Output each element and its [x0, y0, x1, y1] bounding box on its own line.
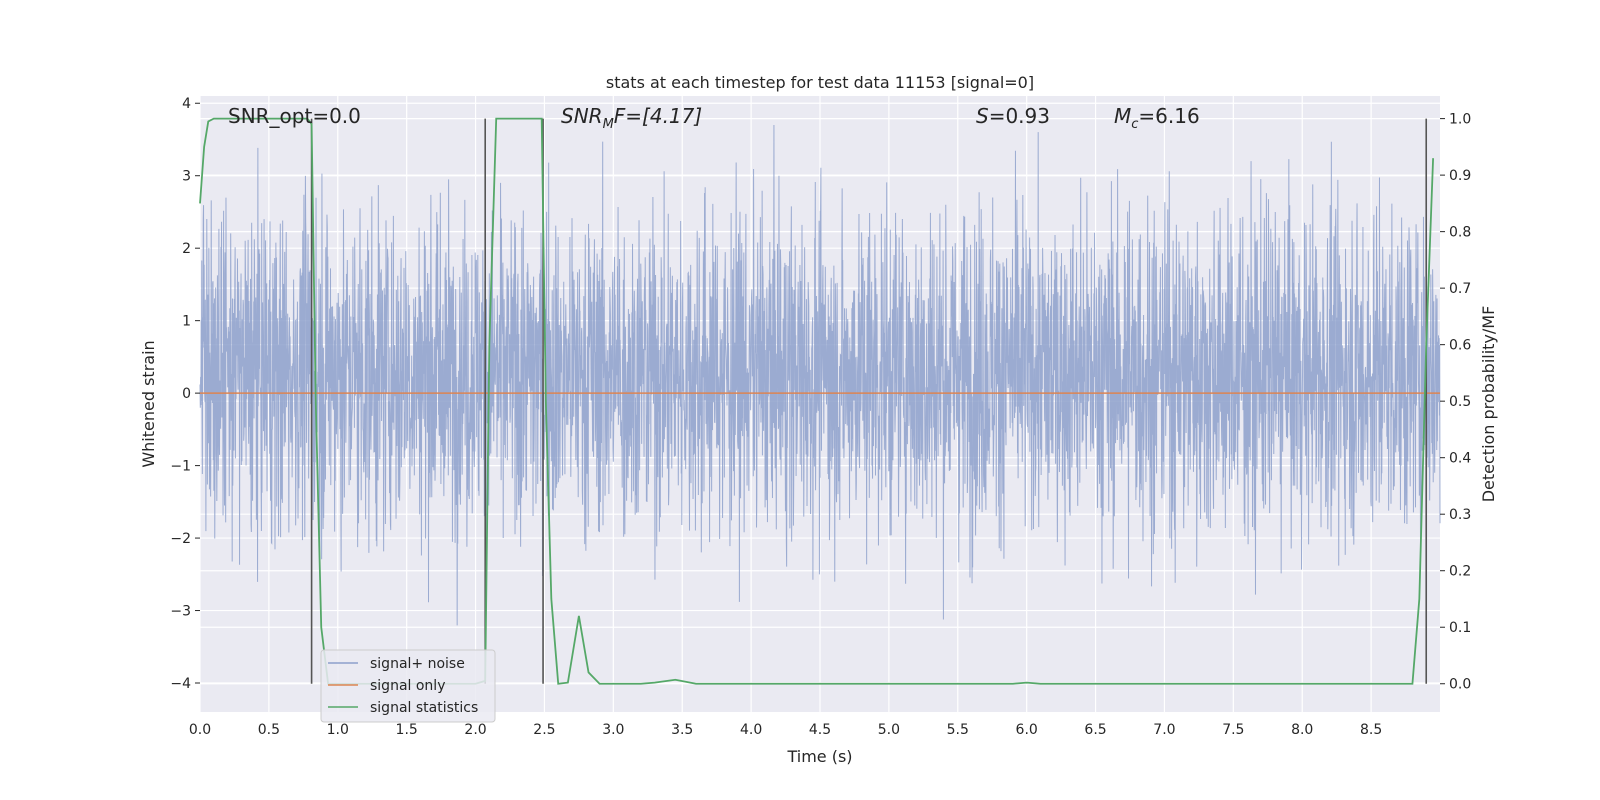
- x-tick-label: 5.5: [947, 722, 969, 738]
- y2-tick-label: 0.5: [1449, 394, 1471, 410]
- annotation-snr-mf-tail: F=[4.17]: [614, 104, 702, 128]
- x-tick-label: 0.0: [189, 722, 211, 738]
- x-tick-label: 1.5: [396, 722, 418, 738]
- y-tick-label: 2: [182, 241, 191, 257]
- x-tick-label: 2.0: [464, 722, 486, 738]
- y-tick-label: −4: [170, 676, 191, 692]
- annotation-snr-mf-name: SNR: [561, 104, 603, 128]
- y2-tick-label: 0.9: [1449, 168, 1471, 184]
- x-axis-ticks: 0.0 0.5 1.0 1.5 2.0 2.5 3.0 3.5 4.0 4.5 5.0 5.5 6.0 6…: [189, 722, 1382, 738]
- legend-label-signal-noise: signal+ noise: [370, 656, 465, 672]
- x-tick-label: 4.0: [740, 722, 762, 738]
- y2-tick-label: 0.3: [1449, 507, 1471, 523]
- y2-tick-label: 1.0: [1449, 112, 1471, 128]
- y2-tick-label: 0.6: [1449, 338, 1471, 354]
- y-axis-ticks: −4 −3 −2 −1 0 1 2 3 4: [170, 96, 200, 692]
- signal-noise-series: [199, 124, 1441, 626]
- x-tick-label: 6.0: [1016, 722, 1038, 738]
- x-tick-label: 4.5: [809, 722, 831, 738]
- legend-box: [320, 649, 496, 723]
- annotation-s: S=0.93: [976, 104, 1050, 128]
- x-tick-label: 1.0: [327, 722, 349, 738]
- annotation-snr-mf: SNRMF=[4.17]: [561, 104, 702, 132]
- annotation-snr-mf-sub: M: [603, 117, 614, 132]
- x-axis-label: Time (s): [786, 747, 852, 766]
- annotation-mc-sub: c: [1131, 117, 1138, 132]
- y-tick-label: 4: [182, 96, 191, 112]
- annotation-mc-value: =6.16: [1138, 104, 1199, 128]
- y2-axis-ticks: 0.0 0.1 0.2 0.3 0.4 0.5 0.6 0.7 0.8 0.9 1.0: [1440, 112, 1471, 693]
- annotation-s-name: S: [976, 104, 989, 128]
- signal-statistics-line: [199, 117, 1435, 685]
- chart-title: stats at each timestep for test data 111…: [606, 73, 1034, 92]
- y2-tick-label: 0.8: [1449, 225, 1471, 241]
- x-tick-label: 5.0: [878, 722, 900, 738]
- y-tick-label: 0: [182, 386, 191, 402]
- annotation-mc: Mc=6.16: [1114, 104, 1200, 132]
- y2-tick-label: 0.1: [1449, 620, 1471, 636]
- signal-noise-line: [199, 124, 1441, 626]
- y-tick-label: 1: [182, 314, 191, 330]
- y-tick-label: 3: [182, 169, 191, 185]
- x-tick-label: 3.5: [671, 722, 693, 738]
- legend: signal+ noise signal only signal statist…: [320, 649, 496, 723]
- x-tick-label: 7.0: [1153, 722, 1175, 738]
- y-tick-label: −1: [170, 459, 191, 475]
- x-tick-label: 2.5: [533, 722, 555, 738]
- x-tick-label: 8.0: [1291, 722, 1313, 738]
- y-axis-label: Whitened strain: [139, 340, 158, 467]
- y2-tick-label: 0.4: [1449, 451, 1471, 467]
- vertical-markers: [310, 118, 1428, 684]
- x-tick-label: 6.5: [1084, 722, 1106, 738]
- y-tick-label: −3: [170, 604, 191, 620]
- y2-tick-label: 0.7: [1449, 281, 1471, 297]
- annotation-s-value: =0.93: [989, 104, 1050, 128]
- y2-tick-label: 0.2: [1449, 564, 1471, 580]
- annotation-mc-name: M: [1114, 104, 1131, 128]
- signal-statistics-series: [199, 117, 1435, 685]
- legend-label-signal-statistics: signal statistics: [370, 700, 478, 716]
- annotation-snr-opt: SNR_opt=0.0: [228, 104, 361, 128]
- y-tick-label: −2: [170, 531, 191, 547]
- x-tick-label: 7.5: [1222, 722, 1244, 738]
- legend-label-signal-only: signal only: [370, 678, 445, 694]
- x-tick-label: 3.0: [602, 722, 624, 738]
- y2-axis-label: Detection probability/MF: [1479, 306, 1498, 503]
- x-tick-label: 8.5: [1360, 722, 1382, 738]
- x-tick-label: 0.5: [258, 722, 280, 738]
- y2-tick-label: 0.0: [1449, 677, 1471, 693]
